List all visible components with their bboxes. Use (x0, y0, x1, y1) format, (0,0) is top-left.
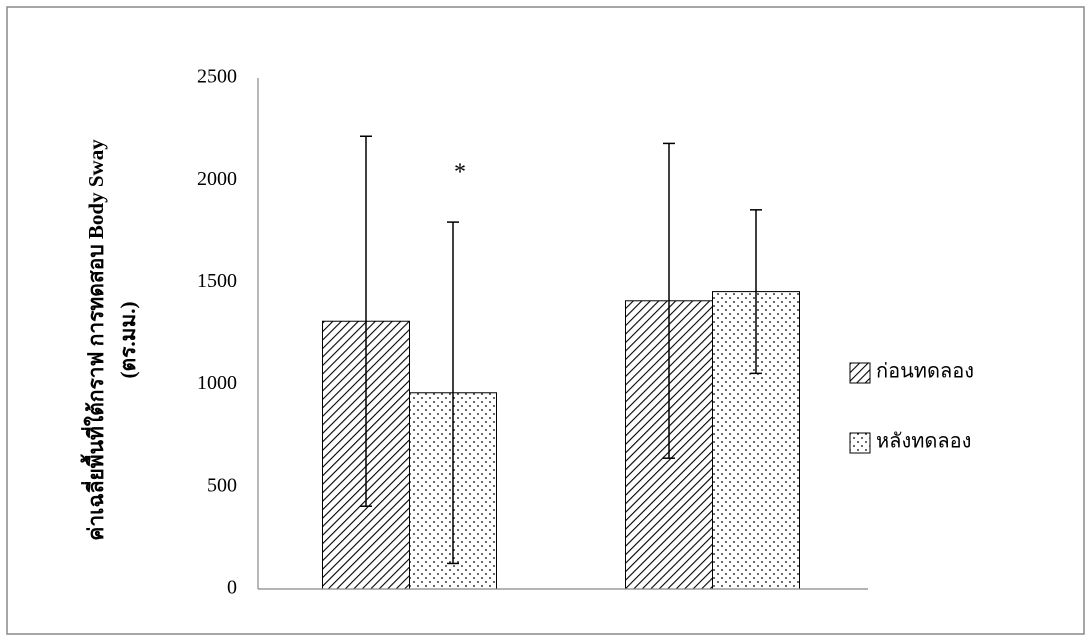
annotation: * (454, 160, 466, 186)
y-axis-label: (ตร.มม.) (116, 301, 140, 378)
y-tick-label: 2500 (197, 66, 237, 88)
y-tick-label: 0 (227, 577, 237, 599)
chart-border (7, 7, 1084, 634)
legend-swatch (850, 363, 870, 383)
chart: ค่าเฉลี่ยพื้นที่ใต้กราฟ การทดสอบ Body Sw… (0, 0, 1091, 641)
legend-label: หลังทดลอง (876, 431, 971, 453)
page: ค่าเฉลี่ยพื้นที่ใต้กราฟ การทดสอบ Body Sw… (0, 0, 1091, 641)
legend-swatch (850, 433, 870, 453)
y-tick-label: 2000 (197, 168, 237, 190)
y-tick-label: 1000 (197, 372, 237, 394)
y-label-group: ค่าเฉลี่ยพื้นที่ใต้กราฟ การทดสอบ Body Sw… (80, 139, 108, 541)
y-tick-label: 1500 (197, 270, 237, 292)
legend-label: ก่อนทดลอง (876, 361, 974, 383)
y-label-group: (ตร.มม.) (116, 301, 140, 378)
y-tick-label: 500 (207, 474, 237, 496)
y-axis-label: ค่าเฉลี่ยพื้นที่ใต้กราฟ การทดสอบ Body Sw… (80, 139, 108, 541)
